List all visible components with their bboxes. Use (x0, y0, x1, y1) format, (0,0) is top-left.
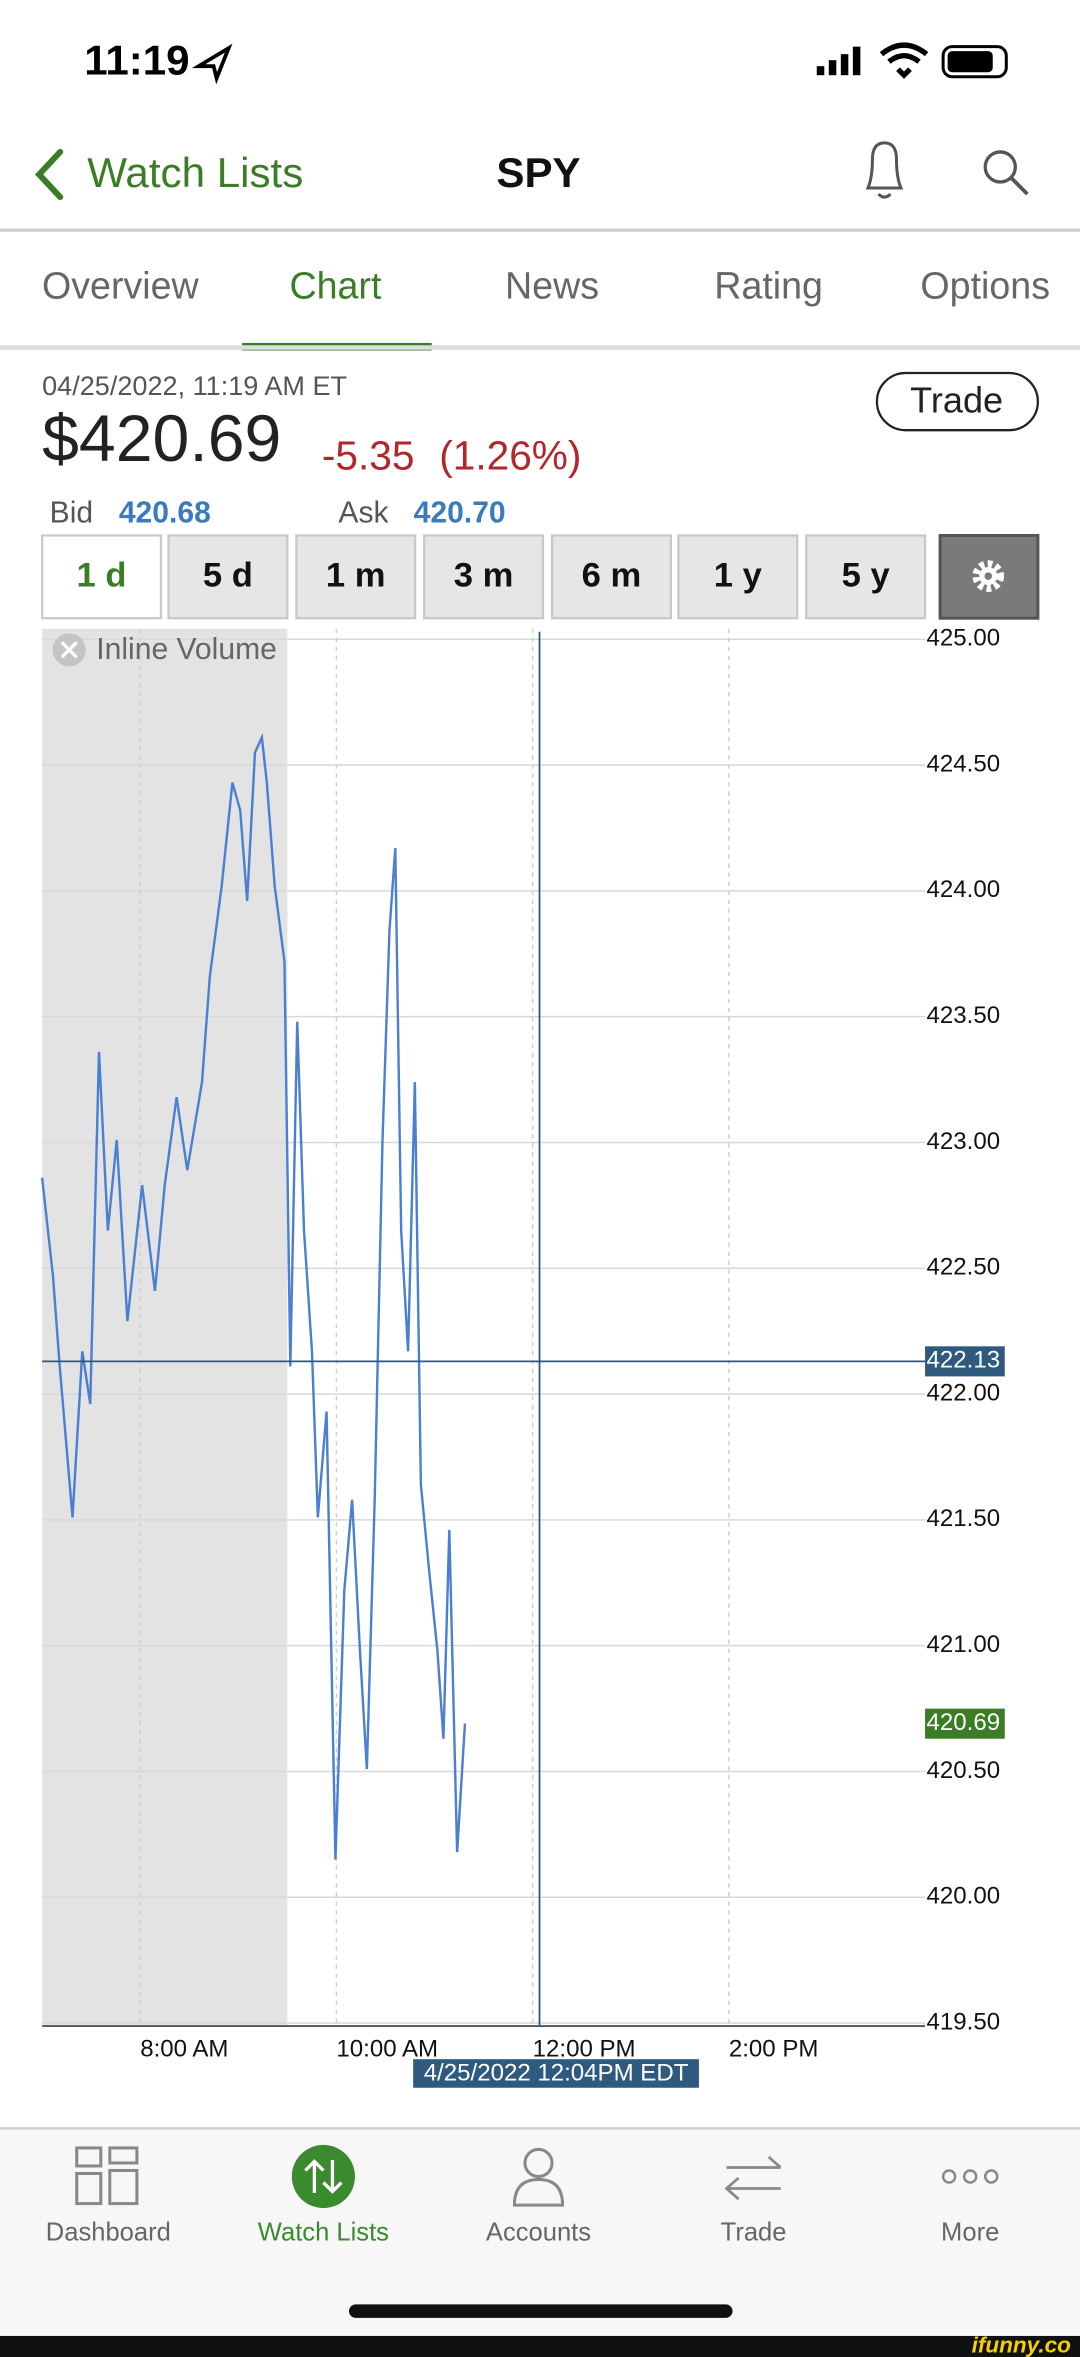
y-tick-label: 420.50 (927, 1757, 1001, 1784)
legend-label: Inline Volume (96, 633, 277, 666)
range-button[interactable] (295, 534, 417, 620)
y-tick-label: 422.00 (927, 1379, 1001, 1406)
tab[interactable]: Overview (42, 265, 200, 307)
range-label[interactable]: 1 y (714, 557, 763, 595)
tab[interactable]: Chart (289, 265, 381, 307)
bid-label: Bid (50, 496, 93, 529)
legend-close-x[interactable] (60, 641, 78, 659)
crosshair-x-label: 4/25/2022 12:04PM EDT (424, 2060, 689, 2087)
extended-hours-shade (42, 628, 288, 2027)
y-tick-label: 423.00 (927, 1128, 1001, 1155)
range-label[interactable]: 1 m (326, 557, 386, 595)
gear-icon[interactable] (972, 560, 1005, 592)
watermark: ifunny.co (972, 2332, 1072, 2357)
crosshair-x-label-bg (413, 2059, 699, 2088)
range-button[interactable] (40, 534, 163, 620)
range-button[interactable] (167, 534, 289, 620)
tab[interactable]: News (505, 265, 599, 307)
range-button[interactable] (805, 534, 927, 620)
y-tick-label: 421.50 (927, 1505, 1001, 1532)
y-tick-label: 419.50 (927, 2008, 1001, 2035)
tab-bar-label[interactable]: Trade (721, 2218, 787, 2246)
trade-button[interactable] (875, 371, 1040, 432)
last-price-label: 420.69 (927, 1709, 1001, 1736)
trade-button-label[interactable]: Trade (910, 380, 1003, 421)
tab-bar (0, 2128, 1080, 2339)
y-tick-label: 424.00 (927, 876, 1001, 903)
tab-bar-label[interactable]: Accounts (486, 2218, 591, 2246)
tab[interactable]: Rating (714, 265, 823, 307)
tab[interactable]: Options (920, 265, 1050, 307)
range-button[interactable] (677, 534, 799, 620)
back-chevron[interactable] (35, 148, 64, 201)
dashboard-icon[interactable] (75, 2146, 139, 2206)
y-tick-label: 423.50 (927, 1002, 1001, 1029)
y-tick-label: 422.50 (927, 1254, 1001, 1281)
header-title: SPY (496, 149, 580, 196)
signal-icon (816, 46, 861, 76)
watchlists-icon[interactable] (291, 2144, 355, 2209)
battery-icon (941, 45, 1008, 79)
quote-change: -5.35 (322, 432, 415, 478)
accounts-icon[interactable] (512, 2147, 565, 2207)
x-tick-label: 12:00 PM (533, 2036, 636, 2063)
tab-bar-label[interactable]: More (941, 2218, 999, 2246)
more-icon[interactable] (941, 2169, 999, 2184)
crosshair-y-label: 422.13 (927, 1347, 1001, 1374)
x-tick-label: 10:00 AM (336, 2036, 438, 2063)
watermark-bar (0, 2335, 1080, 2357)
range-button[interactable] (550, 534, 672, 620)
location-icon (191, 43, 233, 85)
battery-level (947, 51, 993, 73)
quote-price: $420.69 (42, 402, 281, 476)
last-price-label-bg (925, 1708, 1005, 1739)
quote-timestamp: 04/25/2022, 11:19 AM ET (42, 370, 347, 401)
x-tick-label: 2:00 PM (729, 2036, 819, 2063)
search-icon[interactable] (983, 150, 1017, 184)
ask-value: 420.70 (414, 496, 506, 529)
bell-icon[interactable] (865, 141, 904, 199)
y-tick-label: 421.00 (927, 1631, 1001, 1658)
y-tick-label: 420.00 (927, 1883, 1001, 1910)
y-tick-label: 424.50 (927, 750, 1001, 777)
quote-change-pct: (1.26%) (439, 432, 581, 478)
range-label[interactable]: 6 m (582, 557, 642, 595)
range-button[interactable] (423, 534, 545, 620)
crosshair-y-label-bg (925, 1346, 1005, 1377)
back-link[interactable]: Watch Lists (87, 149, 303, 196)
y-tick-label: 425.00 (927, 625, 1001, 652)
x-tick-label: 8:00 AM (140, 2036, 228, 2063)
trade-icon[interactable] (724, 2155, 782, 2201)
bid-value: 420.68 (119, 496, 211, 529)
home-indicator (348, 2304, 733, 2318)
status-time: 11:19 (84, 36, 189, 83)
tab-bar-label[interactable]: Watch Lists (258, 2218, 389, 2246)
tab-bar-label[interactable]: Dashboard (46, 2218, 171, 2246)
ask-label: Ask (338, 496, 389, 529)
range-label[interactable]: 1 d (77, 557, 127, 595)
price-line (40, 732, 467, 1860)
wifi-icon (879, 42, 929, 79)
range-label[interactable]: 5 d (203, 557, 253, 595)
range-label[interactable]: 3 m (454, 557, 514, 595)
range-label[interactable]: 5 y (842, 557, 891, 595)
